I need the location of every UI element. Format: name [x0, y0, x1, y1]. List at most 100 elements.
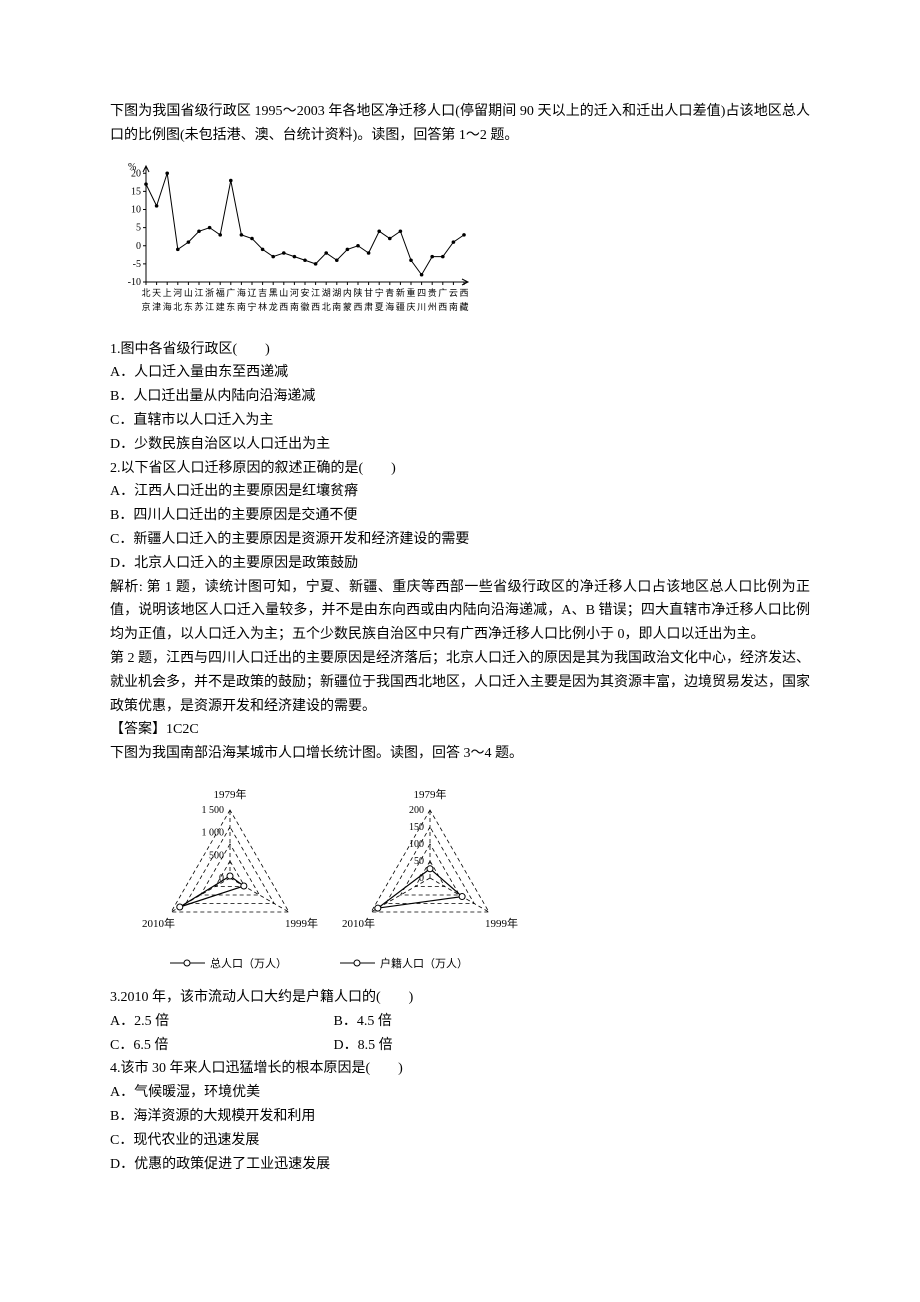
- svg-text:徽: 徽: [300, 301, 309, 312]
- svg-text:南: 南: [237, 301, 246, 312]
- q3-opt-b: B．4.5 倍: [334, 1014, 392, 1029]
- svg-text:四: 四: [417, 288, 426, 298]
- svg-text:5: 5: [136, 222, 141, 233]
- svg-text:天: 天: [152, 288, 161, 298]
- q1-opt-b: B．人口迁出量从内陆向沿海递减: [110, 385, 810, 409]
- svg-text:广: 广: [226, 287, 235, 298]
- q2-opt-c: C．新疆人口迁入的主要原因是资源开发和经济建设的需要: [110, 528, 810, 552]
- svg-text:州: 州: [428, 302, 437, 312]
- svg-text:2010年: 2010年: [342, 916, 375, 930]
- q2-stem: 2.以下省区人口迁移原因的叙述正确的是( ): [110, 457, 810, 481]
- svg-text:15: 15: [131, 186, 141, 197]
- svg-text:50: 50: [414, 856, 424, 867]
- q4-opt-a: A．气候暖湿，环境优美: [110, 1081, 810, 1105]
- svg-text:福: 福: [216, 287, 225, 298]
- svg-text:湖: 湖: [332, 288, 341, 298]
- svg-text:黑: 黑: [269, 288, 278, 298]
- svg-text:200: 200: [409, 805, 424, 816]
- intro-2: 下图为我国南部沿海某城市人口增长统计图。读图，回答 3～4 题。: [110, 742, 810, 766]
- svg-text:河: 河: [173, 287, 182, 298]
- q3-opt-row2: C．6.5 倍 D．8.5 倍: [110, 1034, 810, 1058]
- svg-text:蒙: 蒙: [343, 301, 352, 312]
- explain-1-p1: 解析: 第 1 题，读统计图可知，宁夏、新疆、重庆等西部一些省级行政区的净迁移人…: [110, 576, 810, 647]
- svg-text:%: %: [128, 162, 136, 173]
- svg-text:重: 重: [406, 287, 415, 298]
- svg-text:西: 西: [353, 302, 362, 312]
- q2-opt-a: A．江西人口迁出的主要原因是红壤贫瘠: [110, 480, 810, 504]
- svg-text:山: 山: [279, 288, 288, 298]
- q1-opt-d: D．少数民族自治区以人口迁出为主: [110, 433, 810, 457]
- svg-text:新: 新: [396, 287, 405, 298]
- svg-text:100: 100: [409, 839, 424, 850]
- svg-text:1 000: 1 000: [202, 828, 225, 839]
- svg-text:河: 河: [290, 287, 299, 298]
- svg-text:吉: 吉: [258, 288, 267, 298]
- svg-text:川: 川: [417, 302, 426, 312]
- svg-text:津: 津: [152, 302, 161, 312]
- explain-1-p2: 第 2 题，江西与四川人口迁出的主要原因是经济落后；北京人口迁入的原因是其为我国…: [110, 647, 810, 718]
- svg-text:10: 10: [131, 204, 141, 215]
- svg-text:浙: 浙: [205, 287, 214, 298]
- svg-text:宁: 宁: [375, 287, 384, 298]
- svg-text:北: 北: [141, 288, 150, 298]
- svg-text:总人口（万人）: 总人口（万人）: [210, 956, 287, 970]
- svg-text:西: 西: [279, 302, 288, 312]
- svg-text:西: 西: [459, 288, 468, 298]
- svg-text:北: 北: [173, 302, 182, 312]
- svg-text:甘: 甘: [364, 287, 373, 298]
- q4-opt-c: C．现代农业的迅速发展: [110, 1129, 810, 1153]
- svg-text:庆: 庆: [406, 301, 415, 312]
- q3-opt-d: D．8.5 倍: [334, 1038, 393, 1053]
- chart-1-net-migration: -10-505101520%北京天津上海河北山东江苏浙江福建广东海南辽宁吉林黑龙…: [110, 160, 810, 330]
- svg-text:上: 上: [163, 288, 172, 298]
- svg-text:海: 海: [385, 301, 394, 312]
- svg-text:疆: 疆: [396, 302, 405, 312]
- svg-text:0: 0: [136, 240, 141, 251]
- svg-text:辽: 辽: [247, 288, 256, 298]
- svg-text:1999年: 1999年: [285, 916, 318, 930]
- svg-text:南: 南: [290, 301, 299, 312]
- svg-text:2010年: 2010年: [142, 916, 175, 930]
- svg-text:安: 安: [300, 287, 309, 298]
- intro-1: 下图为我国省级行政区 1995～2003 年各地区净迁移人口(停留期间 90 天…: [110, 100, 810, 148]
- svg-text:京: 京: [141, 301, 150, 312]
- svg-text:建: 建: [216, 301, 225, 312]
- svg-text:南: 南: [449, 301, 458, 312]
- q1-opt-a: A．人口迁入量由东至西递减: [110, 361, 810, 385]
- svg-text:西: 西: [438, 302, 447, 312]
- svg-text:江: 江: [194, 288, 203, 298]
- q4-opt-d: D．优惠的政策促进了工业迅速发展: [110, 1153, 810, 1177]
- q3-stem: 3.2010 年，该市流动人口大约是户籍人口的( ): [110, 986, 810, 1010]
- svg-text:海: 海: [163, 301, 172, 312]
- answer-1: 【答案】1C2C: [110, 718, 810, 742]
- svg-text:1979年: 1979年: [414, 787, 447, 801]
- svg-text:1 500: 1 500: [202, 805, 225, 816]
- svg-text:南: 南: [332, 301, 341, 312]
- svg-text:500: 500: [209, 850, 224, 861]
- svg-text:夏: 夏: [375, 302, 384, 312]
- q2-opt-b: B．四川人口迁出的主要原因是交通不便: [110, 504, 810, 528]
- svg-text:东: 东: [184, 301, 193, 312]
- q3-opt-row1: A．2.5 倍 B．4.5 倍: [110, 1010, 810, 1034]
- q4-opt-b: B．海洋资源的大规模开发和利用: [110, 1105, 810, 1129]
- svg-text:宁: 宁: [247, 301, 256, 312]
- svg-text:海: 海: [237, 287, 246, 298]
- svg-text:山: 山: [184, 288, 193, 298]
- svg-text:东: 东: [226, 301, 235, 312]
- svg-text:林: 林: [258, 301, 267, 312]
- svg-text:内: 内: [343, 287, 352, 298]
- svg-text:-10: -10: [128, 277, 141, 288]
- svg-text:江: 江: [205, 302, 214, 312]
- q3-opt-a: A．2.5 倍: [110, 1010, 330, 1034]
- svg-text:北: 北: [322, 302, 331, 312]
- q4-stem: 4.该市 30 年来人口迅猛增长的根本原因是( ): [110, 1057, 810, 1081]
- svg-text:西: 西: [311, 302, 320, 312]
- svg-text:陕: 陕: [353, 287, 362, 298]
- svg-text:肃: 肃: [364, 301, 373, 312]
- svg-text:贵: 贵: [428, 287, 437, 298]
- svg-text:云: 云: [449, 288, 458, 298]
- q1-stem: 1.图中各省级行政区( ): [110, 338, 810, 362]
- svg-text:苏: 苏: [194, 301, 203, 312]
- svg-text:青: 青: [385, 287, 394, 298]
- q2-opt-d: D．北京人口迁入的主要原因是政策鼓励: [110, 552, 810, 576]
